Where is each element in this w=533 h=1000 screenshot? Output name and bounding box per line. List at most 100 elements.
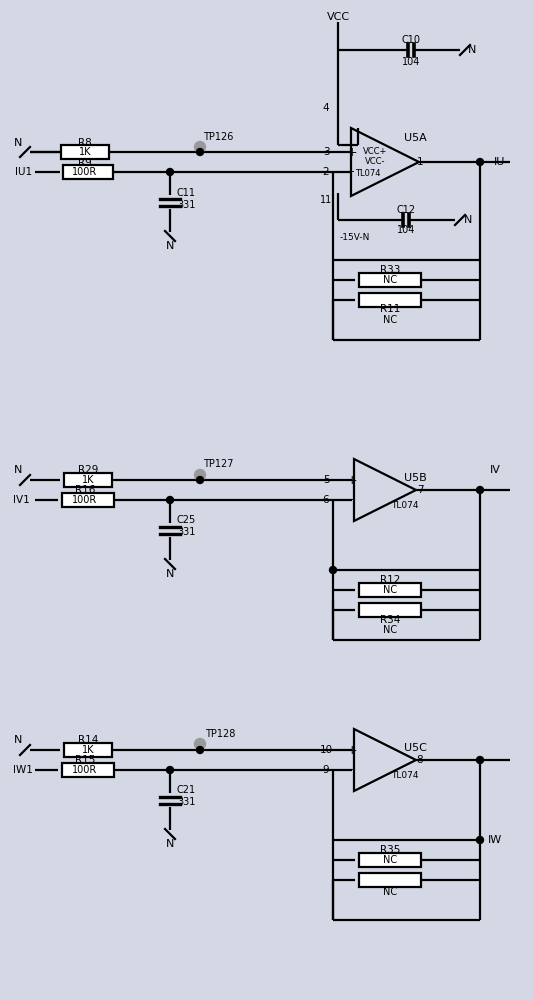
Text: 2: 2 — [322, 167, 329, 177]
Circle shape — [477, 158, 483, 165]
Text: 100R: 100R — [72, 765, 98, 775]
Text: R9: R9 — [78, 158, 92, 168]
Circle shape — [197, 746, 204, 754]
Text: R12: R12 — [380, 575, 400, 585]
Text: R16: R16 — [75, 485, 95, 495]
Circle shape — [477, 487, 483, 493]
Text: 7: 7 — [417, 485, 423, 495]
Text: IU1: IU1 — [15, 167, 32, 177]
Bar — [61, 145, 109, 159]
Text: +: + — [346, 744, 357, 756]
Text: 10: 10 — [319, 745, 333, 755]
Circle shape — [166, 766, 174, 774]
Text: +: + — [346, 474, 357, 487]
Bar — [359, 273, 421, 287]
Text: R29: R29 — [78, 465, 98, 475]
Text: +: + — [346, 146, 357, 159]
Text: 6: 6 — [322, 495, 329, 505]
Text: NC: NC — [383, 625, 397, 635]
Bar — [64, 743, 112, 757]
Text: N: N — [166, 839, 174, 849]
Text: C11: C11 — [176, 188, 196, 198]
Text: C10: C10 — [401, 35, 421, 45]
Text: 104: 104 — [397, 225, 415, 235]
Bar — [359, 583, 421, 597]
Text: TL074: TL074 — [391, 770, 419, 780]
Text: R14: R14 — [78, 735, 98, 745]
Text: 5: 5 — [322, 475, 329, 485]
Text: NC: NC — [383, 855, 397, 865]
Circle shape — [197, 477, 204, 484]
Text: TP128: TP128 — [205, 729, 235, 739]
Circle shape — [195, 470, 206, 481]
Circle shape — [477, 836, 483, 844]
Text: 331: 331 — [177, 200, 195, 210]
Text: 1K: 1K — [79, 147, 91, 157]
Text: 1: 1 — [417, 157, 423, 167]
Text: VCC+: VCC+ — [363, 147, 387, 156]
Text: N: N — [468, 45, 476, 55]
Text: R11: R11 — [380, 304, 400, 314]
Circle shape — [195, 738, 206, 750]
Circle shape — [166, 496, 174, 504]
Text: N: N — [14, 138, 22, 148]
Circle shape — [477, 756, 483, 764]
Text: IU: IU — [494, 157, 506, 167]
Text: TP126: TP126 — [203, 132, 233, 142]
Text: N: N — [14, 735, 22, 745]
Text: N: N — [14, 465, 22, 475]
Bar — [359, 293, 421, 307]
Text: 8: 8 — [417, 755, 423, 765]
Text: -: - — [350, 764, 354, 776]
Bar — [359, 873, 421, 887]
Text: 4: 4 — [322, 103, 329, 113]
Text: TP127: TP127 — [203, 459, 233, 469]
Text: N: N — [166, 569, 174, 579]
Bar — [62, 763, 114, 777]
Text: TL074: TL074 — [391, 500, 419, 510]
Text: IW: IW — [488, 835, 502, 845]
Text: VCC-: VCC- — [365, 157, 385, 166]
Text: U5A: U5A — [403, 133, 426, 143]
Text: R34: R34 — [380, 615, 400, 625]
Circle shape — [166, 168, 174, 176]
Text: N: N — [166, 241, 174, 251]
Text: NC: NC — [383, 585, 397, 595]
Text: C12: C12 — [397, 205, 416, 215]
Bar — [63, 165, 113, 179]
Text: C21: C21 — [176, 785, 196, 795]
Text: 331: 331 — [177, 527, 195, 537]
Text: -: - — [350, 493, 354, 506]
Text: C25: C25 — [176, 515, 196, 525]
Text: R35: R35 — [380, 845, 400, 855]
Bar — [62, 493, 114, 507]
Text: R15: R15 — [75, 755, 95, 765]
Text: R8: R8 — [78, 138, 92, 148]
Circle shape — [195, 141, 206, 152]
Text: 9: 9 — [322, 765, 329, 775]
Circle shape — [329, 566, 336, 574]
Text: NC: NC — [383, 887, 397, 897]
Text: U5C: U5C — [403, 743, 426, 753]
Text: 331: 331 — [177, 797, 195, 807]
Text: 100R: 100R — [72, 167, 98, 177]
Circle shape — [197, 148, 204, 155]
Bar — [64, 473, 112, 487]
Text: NC: NC — [383, 315, 397, 325]
Text: NC: NC — [383, 275, 397, 285]
Text: 11: 11 — [320, 195, 332, 205]
Bar — [359, 603, 421, 617]
Text: N: N — [464, 215, 472, 225]
Text: 100R: 100R — [72, 495, 98, 505]
Text: IW1: IW1 — [13, 765, 33, 775]
Text: 1K: 1K — [82, 475, 94, 485]
Bar — [359, 853, 421, 867]
Text: VCC: VCC — [326, 12, 350, 22]
Text: 104: 104 — [402, 57, 420, 67]
Text: -: - — [350, 165, 354, 178]
Text: 1K: 1K — [82, 745, 94, 755]
Text: -15V-N: -15V-N — [340, 233, 370, 242]
Text: U5B: U5B — [403, 473, 426, 483]
Text: 3: 3 — [322, 147, 329, 157]
Text: R33: R33 — [380, 265, 400, 275]
